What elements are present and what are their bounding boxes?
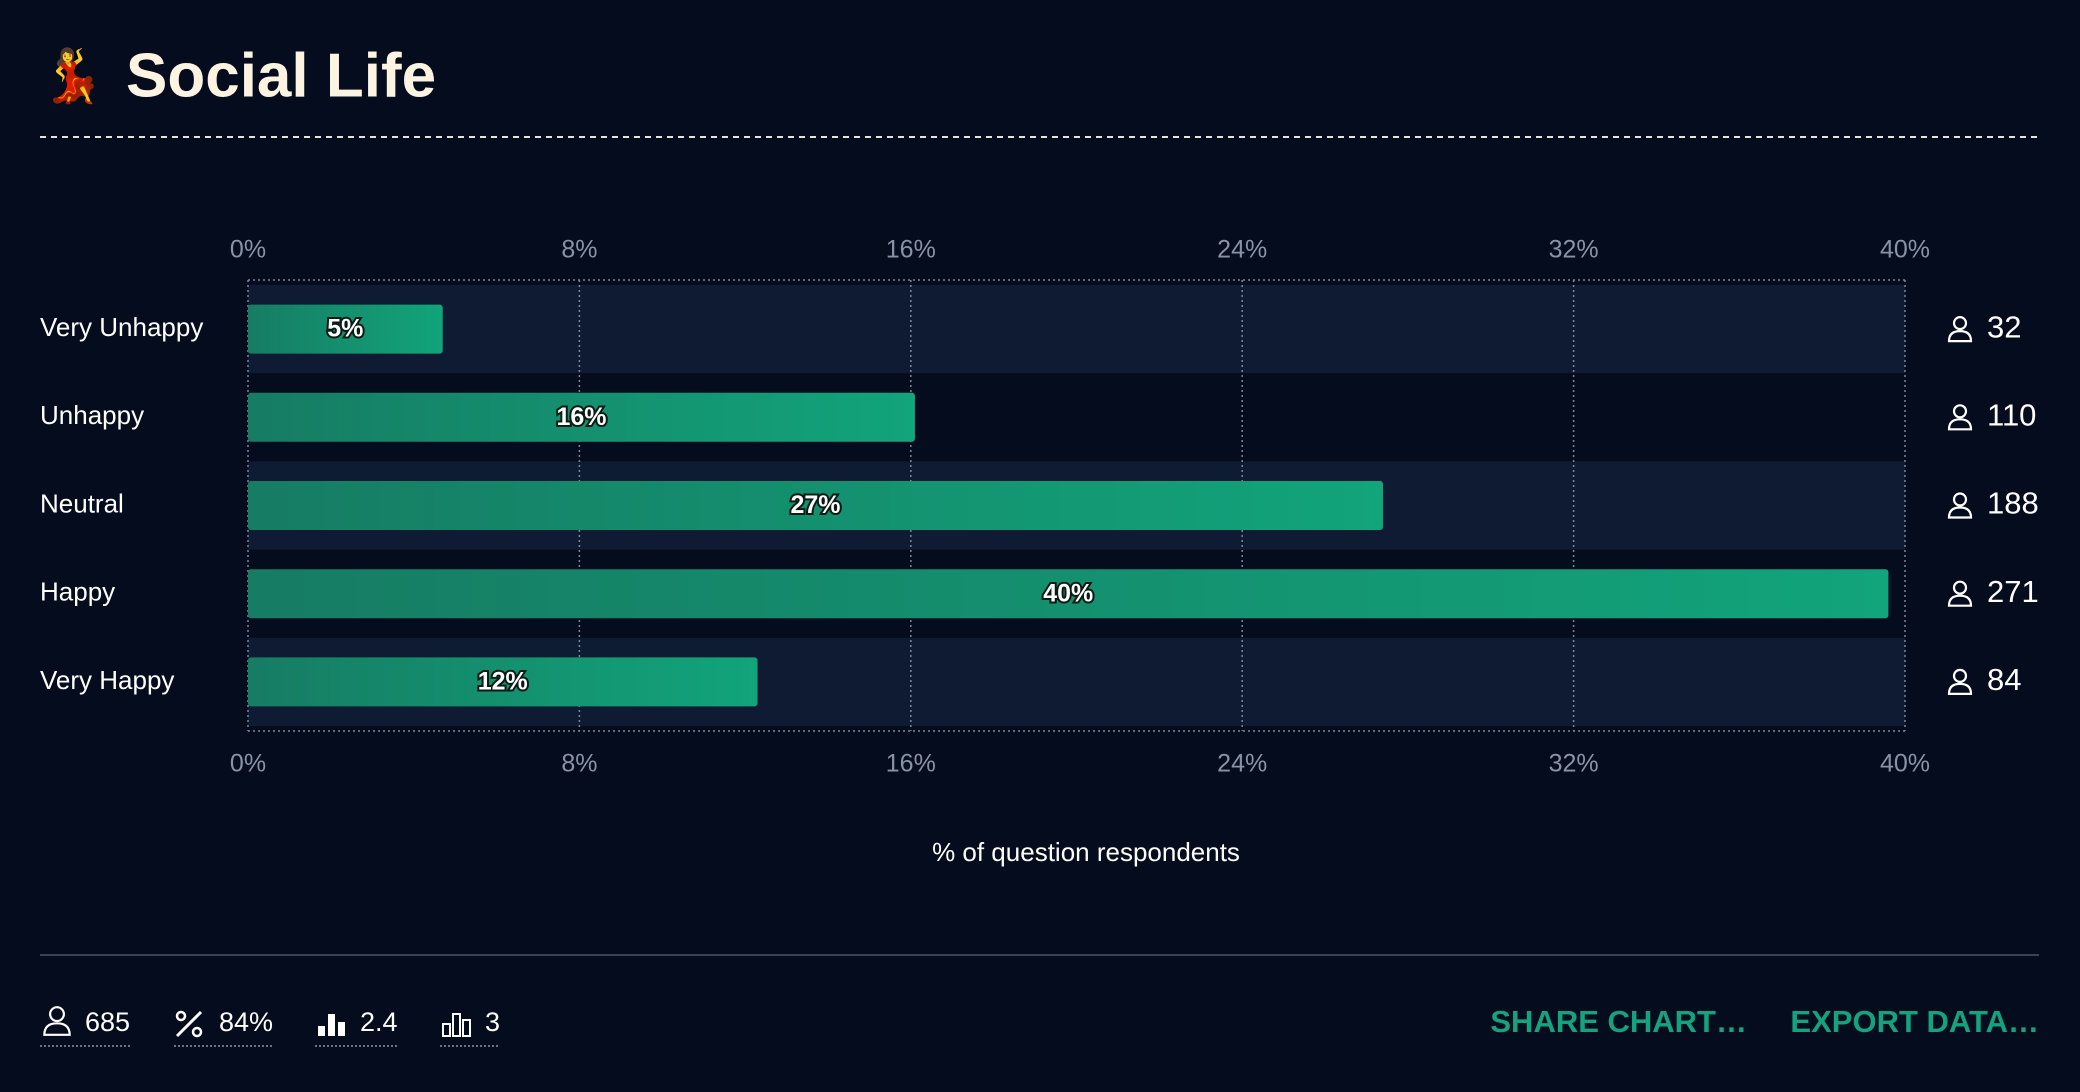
x-tick-label-bottom: 40%	[1880, 750, 1930, 778]
respondent-count: 84	[1987, 662, 2021, 697]
x-tick-label-bottom: 24%	[1217, 750, 1267, 778]
person-icon	[1952, 492, 1968, 507]
person-icon	[1947, 329, 1973, 343]
footer: 685 84% 2.4 3 SHARE CHART… EXPORT DATA…	[40, 1004, 2039, 1047]
stat-value: 685	[85, 1007, 130, 1037]
respondent-count: 32	[1987, 309, 2021, 344]
category-label: Very Unhappy	[40, 312, 203, 342]
category-label: Very Happy	[40, 665, 174, 695]
value-label: 27%	[790, 491, 840, 519]
person-icon	[1947, 682, 1973, 695]
bars-icon	[442, 1023, 451, 1037]
bar	[248, 304, 443, 354]
bars-icon	[318, 1026, 325, 1036]
value-label: 5%	[327, 315, 363, 343]
x-tick-label-bottom: 32%	[1549, 750, 1599, 778]
bars-icon	[452, 1013, 461, 1037]
bar	[248, 392, 915, 442]
x-tick-label-bottom: 8%	[561, 750, 597, 778]
bars-icon	[338, 1022, 345, 1036]
x-axis-label: % of question respondents	[932, 837, 1240, 867]
person-icon	[1952, 668, 1968, 684]
title: Social Life	[126, 41, 436, 110]
person-icon	[1947, 506, 1973, 519]
share-chart-button[interactable]: SHARE CHART…	[1490, 1004, 1747, 1039]
x-tick-label-top: 32%	[1549, 236, 1599, 264]
bar	[248, 481, 1384, 530]
person-icon	[1947, 594, 1973, 607]
row-stripe	[248, 285, 1905, 374]
person-icon	[1952, 316, 1968, 331]
category-label: Happy	[40, 577, 115, 607]
respondent-count: 271	[1987, 574, 2039, 609]
bar	[248, 657, 758, 707]
export-data-button[interactable]: EXPORT DATA…	[1790, 1004, 2039, 1039]
bars-icon	[328, 1014, 335, 1036]
person-icon	[1952, 580, 1968, 595]
stat-value: 84%	[219, 1007, 273, 1037]
percent-icon	[175, 1010, 187, 1022]
stat-value: 2.4	[360, 1007, 398, 1037]
bars: Very Unhappy 5% 32 Unhappy 16% 110 Neutral 27% 1…	[40, 304, 2039, 707]
respondent-count: 188	[1987, 486, 2039, 521]
title-icon: 💃	[40, 46, 105, 107]
percent-icon	[191, 1026, 203, 1038]
value-label: 16%	[556, 403, 606, 431]
stat-value: 3	[485, 1007, 500, 1037]
bars-icon	[462, 1019, 471, 1037]
person-icon	[48, 1006, 65, 1023]
person-icon	[1952, 404, 1968, 419]
x-tick-label-top: 16%	[886, 236, 936, 264]
x-tick-label-top: 40%	[1880, 236, 1930, 264]
percent-icon	[175, 1010, 203, 1038]
person-icon	[43, 1022, 71, 1036]
category-label: Unhappy	[40, 400, 144, 430]
x-tick-label-bottom: 16%	[886, 750, 936, 778]
bar	[248, 569, 1889, 619]
value-label: 12%	[478, 668, 528, 696]
category-label: Neutral	[40, 488, 124, 518]
respondent-count: 110	[1987, 397, 2036, 432]
x-tick-label-top: 8%	[561, 236, 597, 264]
x-tick-label-top: 24%	[1217, 236, 1267, 264]
x-tick-label-top: 0%	[230, 236, 266, 264]
value-label: 40%	[1043, 579, 1093, 607]
person-icon	[1947, 418, 1973, 431]
grid: 0% 0% 8% 8% 16% 16% 24% 24% 32% 32% 40% 40%	[230, 236, 1930, 778]
x-tick-label-bottom: 0%	[230, 750, 266, 778]
